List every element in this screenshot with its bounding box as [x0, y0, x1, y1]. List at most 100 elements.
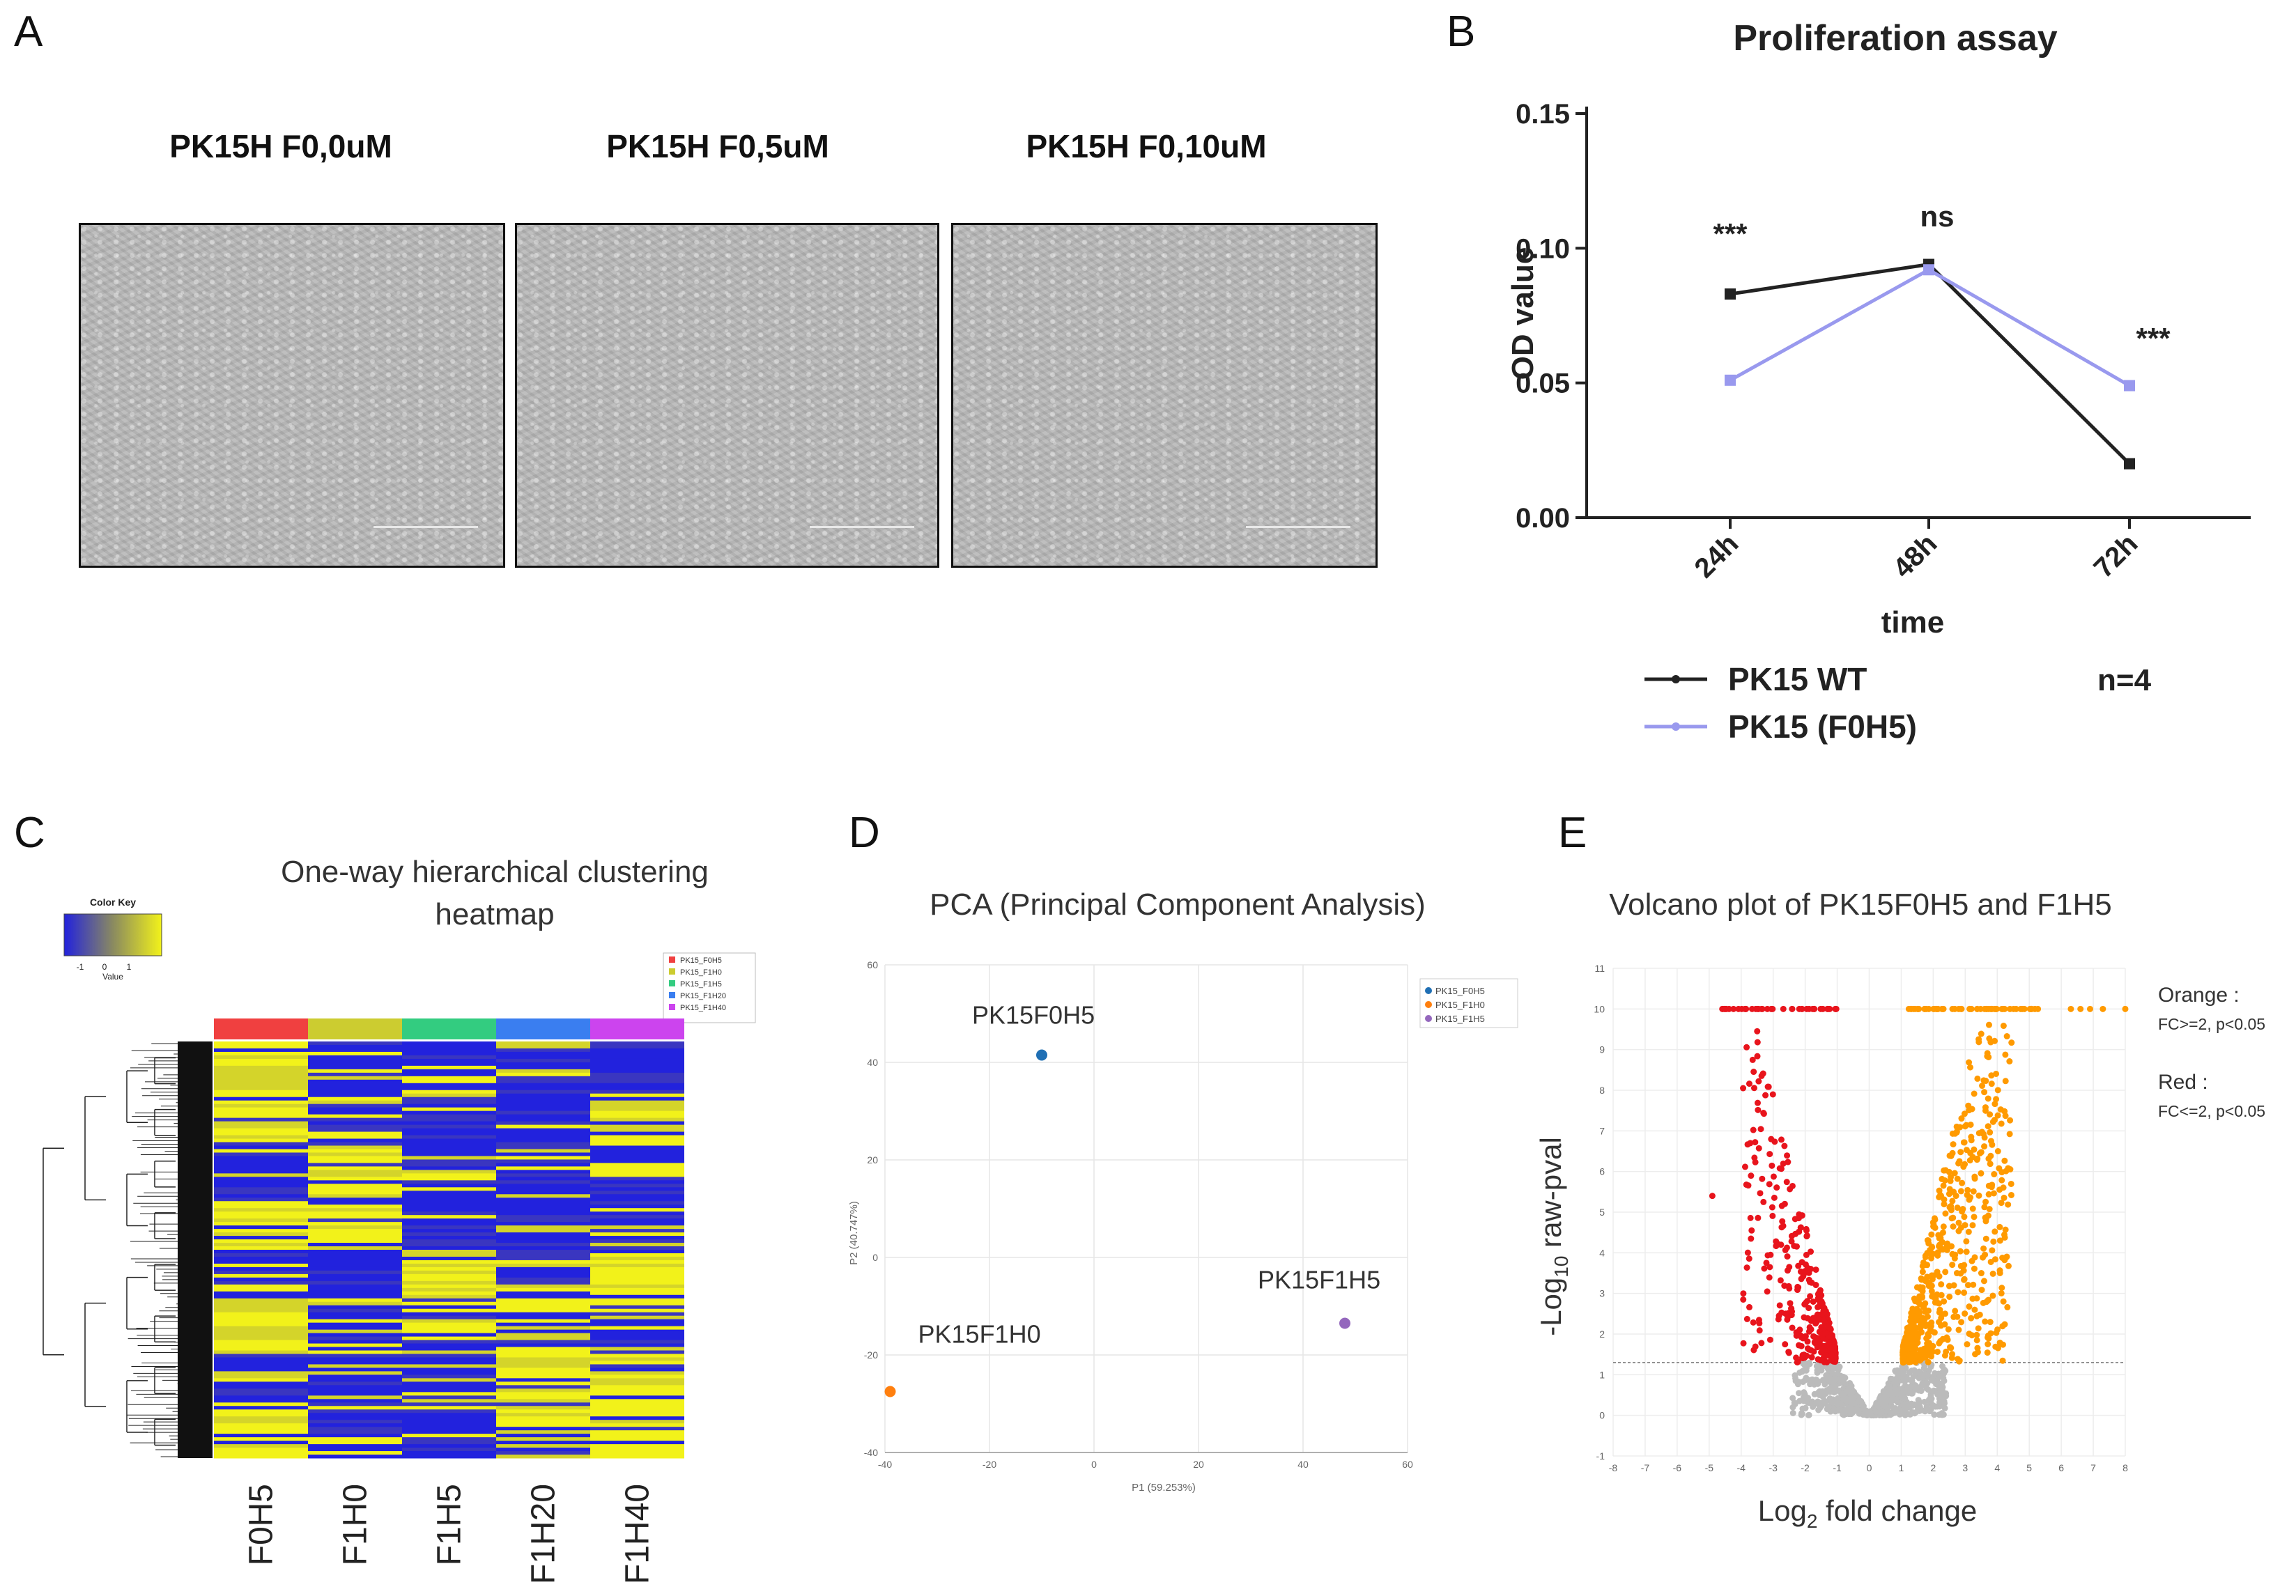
heatmap-cell: [402, 1256, 496, 1261]
heatmap-cell: [402, 1298, 496, 1303]
heatmap-cell: [214, 1232, 308, 1237]
volcano-point-up: [1991, 1117, 1998, 1124]
heatmap-cell: [308, 1044, 402, 1049]
heatmap-cell: [496, 1121, 590, 1126]
volcano-point-ns: [1840, 1379, 1847, 1386]
heatmap-cell: [402, 1347, 496, 1351]
heatmap-cell: [402, 1280, 496, 1285]
heatmap-cell: [590, 1361, 684, 1365]
legend-label: PK15_F1H0: [1435, 1000, 1485, 1010]
heatmap-cell: [590, 1273, 684, 1278]
heatmap-cell: [496, 1455, 590, 1459]
volcano-point-down: [1802, 1299, 1809, 1306]
heatmap-cell: [308, 1184, 402, 1188]
heatmap-cell: [496, 1357, 590, 1361]
heatmap-cell: [402, 1135, 496, 1140]
volcano-point-up: [2005, 1201, 2012, 1208]
y-tick-label: 3: [1599, 1288, 1605, 1299]
heatmap-cell: [308, 1392, 402, 1396]
heatmap-cell: [590, 1239, 684, 1244]
x-tick-label: 5: [2026, 1462, 2032, 1473]
heatmap-cell: [308, 1090, 402, 1094]
heatmap-cell: [590, 1347, 684, 1351]
volcano-point-down: [1740, 1340, 1747, 1347]
volcano-point-down: [1761, 1265, 1768, 1272]
volcano-point-up: [1908, 1333, 1915, 1340]
heatmap-cell: [590, 1083, 684, 1087]
heatmap-cell: [496, 1413, 590, 1417]
heatmap-cell: [214, 1413, 308, 1417]
volcano-point-ns: [1893, 1386, 1900, 1393]
volcano-point-up: [1987, 1039, 1994, 1046]
y-tick-label: 0: [1599, 1410, 1605, 1421]
volcano-point-ns: [1912, 1382, 1919, 1389]
heatmap-title-line1: One-way hierarchical clustering: [281, 855, 709, 889]
heatmap-cell: [496, 1392, 590, 1396]
heatmap-cell: [496, 1041, 590, 1046]
heatmap-cell: [590, 1048, 684, 1053]
n-label: n=4: [2097, 663, 2152, 697]
volcano-point-ns: [1936, 1411, 1943, 1418]
heatmap-cell: [590, 1159, 684, 1163]
volcano-point-ns: [1801, 1361, 1808, 1368]
volcano-point-up: [1945, 1326, 1952, 1333]
heatmap-legend-box: [663, 952, 756, 1023]
volcano-point-up: [2099, 1005, 2106, 1012]
heatmap-cell: [402, 1076, 496, 1080]
volcano-point-ns: [1902, 1395, 1909, 1402]
heatmap-cell: [308, 1145, 402, 1149]
volcano-point-down: [1743, 1181, 1750, 1188]
volcano-point-down: [1803, 1251, 1810, 1258]
volcano-point-up: [1964, 1341, 1971, 1348]
volcano-point-up: [1993, 1329, 2000, 1336]
heatmap-cell: [402, 1211, 496, 1216]
heatmap-cell: [214, 1093, 308, 1098]
heatmap-cell: [214, 1256, 308, 1261]
volcano-point-down: [1794, 1359, 1801, 1366]
volcano-point-up: [2005, 1165, 2012, 1172]
heatmap-cell: [308, 1437, 402, 1441]
legend-marker: [1672, 722, 1680, 731]
heatmap-cell: [214, 1301, 308, 1306]
heatmap-cell: [402, 1423, 496, 1427]
heatmap-cell: [496, 1409, 590, 1413]
volcano-point-down: [1743, 1264, 1750, 1271]
volcano-point-down: [1750, 1085, 1757, 1092]
volcano-point-up: [1985, 1296, 1992, 1303]
heatmap-cell: [402, 1107, 496, 1112]
heatmap-cell: [496, 1333, 590, 1338]
volcano-point-down: [1748, 1235, 1755, 1242]
heatmap-cell: [402, 1041, 496, 1046]
volcano-point-down: [1769, 1091, 1776, 1098]
heatmap-cell: [590, 1236, 684, 1240]
legend-marker: [1425, 987, 1432, 994]
volcano-point-up: [1963, 1248, 1970, 1255]
volcano-point-up: [1978, 1270, 1985, 1277]
heatmap-cell: [214, 1225, 308, 1230]
volcano-point-up: [1935, 1232, 1942, 1239]
heatmap-cell: [214, 1343, 308, 1348]
heatmap-cell: [590, 1187, 684, 1191]
heatmap-cell: [214, 1305, 308, 1310]
volcano-point-up: [1922, 1278, 1929, 1285]
heatmap-cell: [590, 1149, 684, 1153]
volcano-point-ns: [1939, 1387, 1946, 1394]
volcano-point-down: [1805, 1328, 1812, 1335]
heatmap-cell: [496, 1388, 590, 1393]
heatmap-cell: [308, 1103, 402, 1108]
heatmap-cell: [308, 1402, 402, 1407]
heatmap-cell: [308, 1326, 402, 1331]
volcano-point-ns: [1832, 1408, 1839, 1415]
heatmap-cell: [308, 1427, 402, 1431]
volcano-point-down: [1755, 1078, 1762, 1085]
heatmap-cell: [214, 1326, 308, 1331]
heatmap-cell: [590, 1343, 684, 1348]
data-point: [1725, 374, 1736, 386]
heatmap-cell: [402, 1121, 496, 1126]
column-label: F0H5: [243, 1484, 280, 1565]
volcano-point-down: [1735, 1005, 1742, 1012]
series-line: [1729, 268, 2131, 387]
volcano-point-up: [1941, 1201, 1948, 1208]
heatmap-cell: [214, 1062, 308, 1067]
heatmap-cell: [402, 1131, 496, 1136]
